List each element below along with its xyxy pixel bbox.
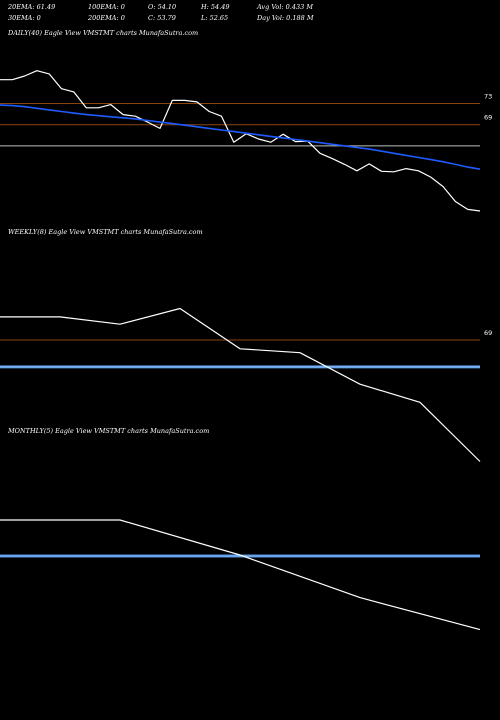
weekly-chart-title: WEEKLY(8) Eagle View VMSTMT charts Munaf… [8,228,203,236]
stat-avgvol: Avg Vol: 0.433 M [257,3,314,11]
stat-ema100: 100EMA: 0 [88,3,125,11]
stat-dayvol: Day Vol: 0.188 M [257,14,314,22]
stat-open: O: 54.10 [148,3,177,11]
weekly-level-label-0: 69 [484,329,492,337]
stat-close: C: 53.79 [148,14,176,22]
daily-chart: 73 69 [0,70,492,212]
daily-level-label-1: 69 [484,114,492,122]
daily-ema-line [0,104,481,170]
weekly-price-line [0,307,481,462]
daily-chart-title: DAILY(40) Eagle View VMSTMT charts Munaf… [8,29,199,37]
stat-ema30: 30EMA: 0 [8,14,41,22]
monthly-price-line [0,519,481,631]
stat-low: L: 52.65 [201,14,229,22]
monthly-chart [0,519,481,631]
daily-price-line [0,70,481,212]
monthly-chart-title: MONTHLY(5) Eagle View VMSTMT charts Muna… [8,427,210,435]
daily-level-label-0: 73 [484,93,492,101]
stat-high: H: 54.49 [201,3,230,11]
stat-ema20: 20EMA: 61.49 [8,3,56,11]
weekly-chart: 69 [0,307,492,462]
stat-ema200: 200EMA: 0 [88,14,125,22]
